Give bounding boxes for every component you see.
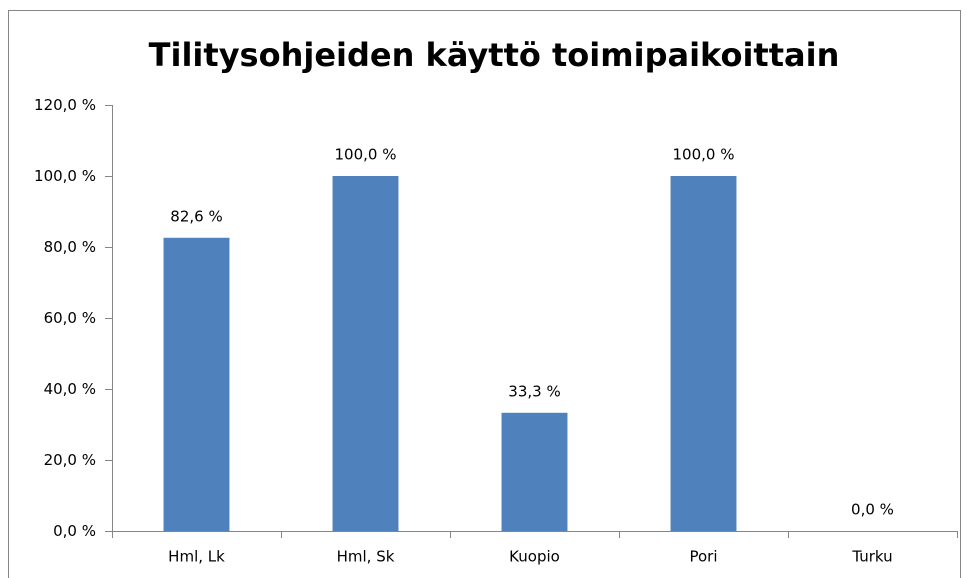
bar [332, 176, 399, 531]
y-tick-label: 40,0 % [44, 380, 96, 398]
data-label: 33,3 % [508, 382, 560, 400]
data-label: 0,0 % [851, 501, 894, 519]
x-tick-label: Hml, Lk [168, 548, 225, 566]
chart-title: Tilitysohjeiden käyttö toimipaikoittain [149, 36, 840, 74]
data-label: 100,0 % [673, 146, 735, 164]
bar [670, 176, 737, 531]
bar [501, 412, 568, 531]
x-tick-label: Kuopio [509, 548, 560, 566]
chart-border [8, 10, 961, 578]
y-tick-label: 100,0 % [34, 167, 96, 185]
data-label: 82,6 % [170, 207, 222, 225]
x-tick-label: Pori [689, 548, 717, 566]
y-tick-label: 60,0 % [44, 309, 96, 327]
x-tick-label: Hml, Sk [337, 548, 395, 566]
y-tick-label: 20,0 % [44, 451, 96, 469]
y-tick-label: 0,0 % [53, 522, 96, 540]
x-tick-label: Turku [851, 548, 892, 566]
bar [163, 237, 230, 531]
y-tick-label: 120,0 % [34, 96, 96, 114]
y-tick-label: 80,0 % [44, 238, 96, 256]
data-label: 100,0 % [335, 146, 397, 164]
